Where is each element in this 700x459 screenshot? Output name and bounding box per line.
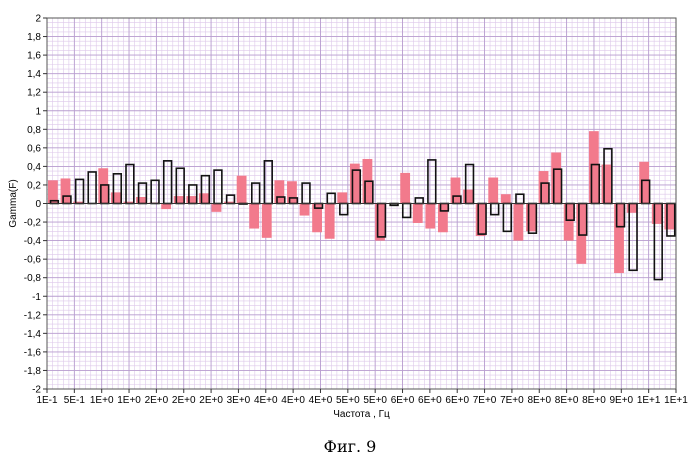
bar-filled xyxy=(287,181,297,203)
bar-filled xyxy=(664,204,674,230)
x-tick-label: 3E+0 xyxy=(227,395,251,406)
bar-filled xyxy=(501,194,511,203)
x-tick-label: 6E+0 xyxy=(445,395,469,406)
bar-filled xyxy=(451,178,461,204)
bar-filled xyxy=(576,204,586,264)
bar-filled xyxy=(639,162,649,204)
x-tick-label: 6E+0 xyxy=(418,395,442,406)
x-tick-label: 1E+1 xyxy=(637,395,661,406)
x-tick-label: 8E+0 xyxy=(527,395,551,406)
y-tick-label: 1,8 xyxy=(27,32,41,43)
bar-filled xyxy=(564,204,574,241)
x-tick-label: 2E+0 xyxy=(172,395,196,406)
y-tick-label: -1,6 xyxy=(24,347,42,358)
x-tick-label: 7E+0 xyxy=(500,395,524,406)
y-tick-label: -0,2 xyxy=(24,218,42,229)
bar-filled xyxy=(199,193,209,203)
x-tick-label: 8E+0 xyxy=(582,395,606,406)
x-tick-label: 4E+0 xyxy=(309,395,333,406)
bar-filled xyxy=(98,168,108,203)
y-tick-label: 1,6 xyxy=(27,51,41,62)
bar-filled xyxy=(589,131,599,203)
bar-filled xyxy=(186,196,196,203)
bar-filled xyxy=(237,176,247,204)
bar-filled xyxy=(111,192,121,203)
x-tick-label: 9E+0 xyxy=(609,395,633,406)
bar-filled xyxy=(400,173,410,204)
x-tick-label: 5E+0 xyxy=(363,395,387,406)
x-tick-label: 5E-1 xyxy=(64,395,86,406)
bar-filled xyxy=(513,204,523,241)
x-tick-label: 8E+0 xyxy=(555,395,579,406)
bar-filled xyxy=(212,204,222,212)
bar-filled xyxy=(488,178,498,204)
y-tick-label: -1,2 xyxy=(24,310,42,321)
x-tick-label: 2E+0 xyxy=(199,395,223,406)
x-tick-label: 4E+0 xyxy=(254,395,278,406)
bar-filled xyxy=(652,204,662,224)
bar-filled xyxy=(300,204,310,216)
y-tick-label: -1 xyxy=(32,292,41,303)
x-axis-ticks: 1E-15E-11E+01E+02E+02E+02E+03E+04E+04E+0… xyxy=(36,389,688,406)
bar-filled xyxy=(61,178,71,203)
bar-filled xyxy=(627,204,637,213)
y-tick-label: 0,6 xyxy=(27,143,41,154)
y-tick-label: -0,6 xyxy=(24,255,42,266)
y-tick-label: 0,4 xyxy=(27,162,41,173)
bar-filled xyxy=(463,190,473,204)
y-tick-label: -1,4 xyxy=(24,329,42,340)
bar-filled xyxy=(602,165,612,204)
bar-filled xyxy=(274,180,284,203)
x-tick-label: 1E+1 xyxy=(664,395,688,406)
y-tick-label: 1 xyxy=(35,106,41,117)
y-tick-label: 0,8 xyxy=(27,125,41,136)
x-tick-label: 6E+0 xyxy=(391,395,415,406)
y-tick-label: -0,4 xyxy=(24,236,42,247)
y-axis-ticks: 2 1,8 1,6 1,4 1,2 1 0,8 0,6 0,4 0,2 0 -0,2 -0,4 -0,6 -… xyxy=(24,14,47,396)
x-tick-label: 7E+0 xyxy=(473,395,497,406)
bar-filled xyxy=(249,204,259,229)
figure-caption: Фиг. 9 xyxy=(0,437,700,456)
bar-filled xyxy=(413,204,423,223)
y-tick-label: -0,8 xyxy=(24,273,42,284)
y-tick-label: -1,8 xyxy=(24,366,42,377)
x-tick-label: 1E-1 xyxy=(36,395,58,406)
bar-filled xyxy=(136,197,146,203)
bar-filled xyxy=(551,152,561,203)
bar-filled xyxy=(174,196,184,203)
bar-filled xyxy=(614,204,624,274)
x-tick-label: 1E+0 xyxy=(90,395,114,406)
y-tick-label: 2 xyxy=(35,14,41,25)
x-tick-label: 4E+0 xyxy=(281,395,305,406)
y-tick-label: 0 xyxy=(35,199,41,210)
bar-filled xyxy=(526,204,536,232)
bar-filled xyxy=(325,204,335,239)
bar-filled xyxy=(262,204,272,238)
bar-filled xyxy=(161,204,171,210)
y-tick-label: 1,2 xyxy=(27,88,41,99)
bar-filled xyxy=(438,204,448,233)
y-tick-label: 1,4 xyxy=(27,69,41,80)
y-tick-label: 0,2 xyxy=(27,180,41,191)
bar-filled xyxy=(476,204,486,236)
chart-svg: 2 1,8 1,6 1,4 1,2 1 0,8 0,6 0,4 0,2 0 -0,2 -0,4 -0,6 -… xyxy=(0,0,700,440)
bar-filled xyxy=(375,204,385,241)
x-tick-label: 1E+0 xyxy=(117,395,141,406)
bar-filled xyxy=(539,171,549,203)
bar-filled xyxy=(425,204,435,229)
x-tick-label: 2E+0 xyxy=(145,395,169,406)
y-axis-title: Gamma(F) xyxy=(8,179,19,227)
x-axis-title: Частота , Гц xyxy=(333,409,390,420)
y-tick-label: -2 xyxy=(32,385,41,396)
bar-filled xyxy=(337,192,347,203)
x-tick-label: 5E+0 xyxy=(336,395,360,406)
